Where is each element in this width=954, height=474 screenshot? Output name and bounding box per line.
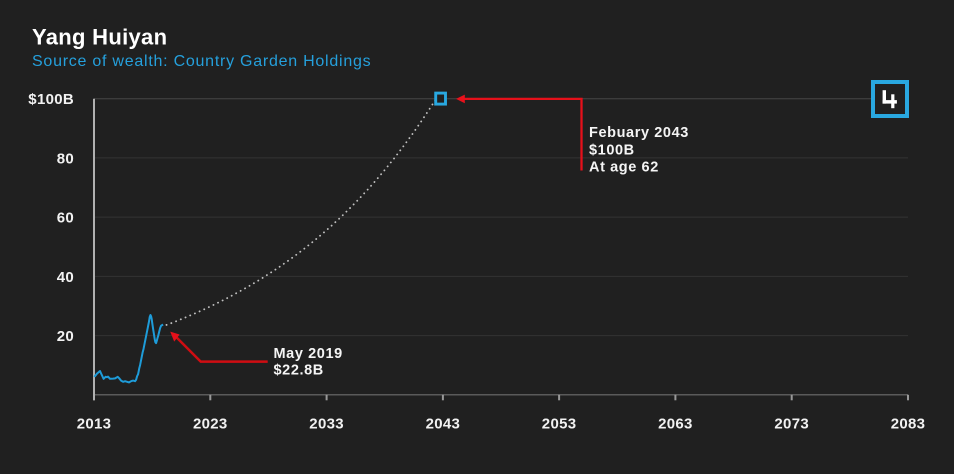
svg-text:2083: 2083 xyxy=(891,416,926,433)
svg-text:40: 40 xyxy=(57,269,74,286)
svg-text:Yang Huiyan: Yang Huiyan xyxy=(32,25,167,50)
svg-text:2053: 2053 xyxy=(542,416,577,433)
svg-text:Source of wealth: Country Gard: Source of wealth: Country Garden Holding… xyxy=(32,53,371,70)
svg-text:2013: 2013 xyxy=(77,416,112,433)
svg-text:2063: 2063 xyxy=(658,416,693,433)
svg-text:20: 20 xyxy=(57,328,74,345)
svg-text:2023: 2023 xyxy=(193,416,228,433)
svg-text:Febuary 2043: Febuary 2043 xyxy=(589,125,689,141)
svg-text:$22.8B: $22.8B xyxy=(274,362,324,378)
svg-text:80: 80 xyxy=(57,150,74,167)
svg-text:$100B: $100B xyxy=(589,142,635,158)
svg-text:At age 62: At age 62 xyxy=(589,159,659,175)
svg-text:May 2019: May 2019 xyxy=(274,346,343,362)
svg-text:2073: 2073 xyxy=(774,416,809,433)
svg-text:$100B: $100B xyxy=(28,91,74,108)
svg-text:2043: 2043 xyxy=(426,416,461,433)
svg-text:2033: 2033 xyxy=(309,416,344,433)
svg-text:60: 60 xyxy=(57,210,74,227)
